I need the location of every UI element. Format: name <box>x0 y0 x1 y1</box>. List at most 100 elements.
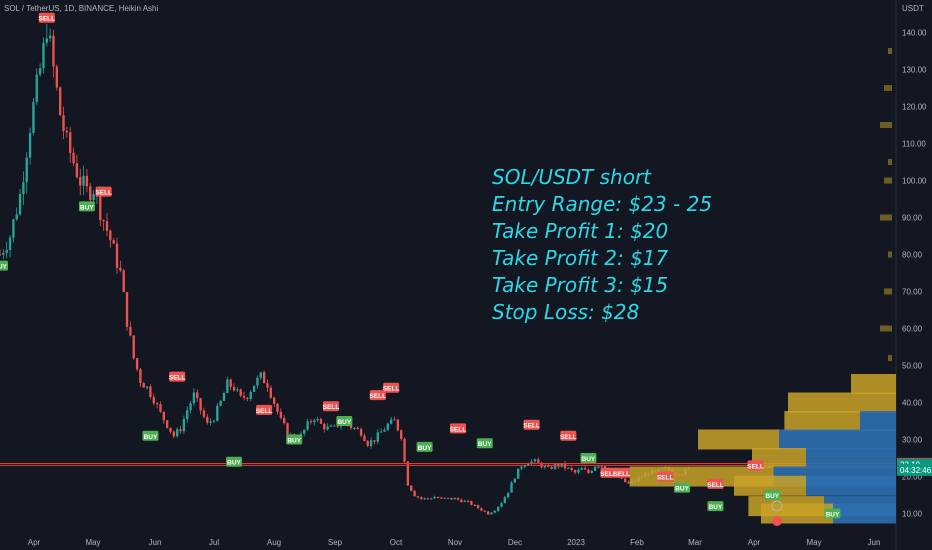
note-line-6: Stop Loss: $28 <box>492 300 640 324</box>
candle-body <box>309 421 313 423</box>
buy-signal <box>476 438 493 449</box>
candle-body <box>547 465 550 467</box>
candle-body <box>510 482 513 493</box>
y-tick-label: 120.00 <box>902 103 927 112</box>
candle-body <box>12 219 15 238</box>
candle-body <box>35 74 38 102</box>
price-label-text: 04:32:46 <box>900 466 932 475</box>
candle-body <box>406 461 410 486</box>
candle-body <box>386 423 389 430</box>
candle-body <box>209 421 212 423</box>
candle-body <box>550 466 553 469</box>
y-tick-label: 140.00 <box>902 29 927 38</box>
volume-profile-sliver <box>880 214 892 221</box>
candle-body <box>383 429 386 432</box>
candle-body <box>316 419 319 421</box>
y-tick-label: 90.00 <box>902 214 923 223</box>
candle-body <box>75 163 79 178</box>
note-line-1: SOL/USDT short <box>492 165 652 189</box>
candle-body <box>373 440 376 442</box>
x-tick-label: Jun <box>868 538 881 547</box>
candle-body <box>456 498 460 500</box>
x-tick-label: 2023 <box>567 538 585 547</box>
volume-profile-gold <box>752 448 806 468</box>
signal-label: BUY <box>709 504 723 511</box>
volume-profile-blue <box>806 448 896 468</box>
candle-body <box>55 66 59 88</box>
volume-profile-gold <box>734 475 806 496</box>
candle-body <box>450 497 453 500</box>
candle-body <box>480 508 483 511</box>
candle-body <box>379 431 383 433</box>
buy-signal <box>416 441 433 452</box>
candle-body <box>202 410 206 417</box>
candle-body <box>92 194 95 201</box>
candle-body <box>109 230 112 241</box>
candle-body <box>79 177 82 186</box>
volume-profile-sliver <box>880 122 892 128</box>
candle-body <box>603 466 607 469</box>
price-label-tag <box>897 463 932 476</box>
candle-body <box>2 252 5 255</box>
y-tick-label: 130.00 <box>902 66 927 75</box>
candle-body <box>176 429 179 437</box>
signal-label: SELL <box>614 471 631 478</box>
candle-body <box>446 497 450 499</box>
candle-body <box>517 468 520 479</box>
volume-profile-sliver <box>884 85 892 91</box>
buy-signal <box>580 453 597 463</box>
sell-signal <box>256 404 273 415</box>
candle-body <box>269 387 272 398</box>
note-line-3: Take Profit 1: $20 <box>492 219 669 243</box>
candle-body <box>196 392 199 399</box>
buy-signal <box>764 490 781 500</box>
x-tick-label: May <box>806 538 821 547</box>
candle-body <box>229 379 232 387</box>
candle-body <box>393 419 396 421</box>
signal-label: BUY <box>765 493 779 500</box>
candle-body <box>272 397 276 404</box>
candle-body <box>105 221 109 231</box>
candle-body <box>85 175 89 187</box>
candle-body <box>496 506 500 512</box>
candle-body <box>313 420 316 423</box>
candle-body <box>389 419 393 424</box>
currency-label: USDT <box>902 4 924 13</box>
candle-body <box>5 249 8 253</box>
candle-body <box>493 511 496 513</box>
volume-profile-blue <box>860 411 896 431</box>
candle-body <box>430 498 433 500</box>
signal-label: BUY <box>337 419 351 426</box>
candle-body <box>52 35 55 67</box>
candle-body <box>306 421 309 430</box>
candle-body <box>135 358 139 370</box>
candle-body <box>303 429 306 434</box>
note-line-5: Take Profit 3: $15 <box>492 273 669 297</box>
y-tick-label: 30.00 <box>902 436 923 445</box>
signal-label: BUY <box>675 486 689 493</box>
candle-body <box>266 383 269 388</box>
y-tick-label: 100.00 <box>902 177 927 186</box>
candle-body <box>139 369 142 384</box>
volume-profile-sliver <box>888 48 892 54</box>
candle-body <box>473 505 476 507</box>
signal-label: BUY <box>144 434 158 441</box>
signal-label: SELL <box>383 386 400 393</box>
candle-body <box>416 496 420 498</box>
candle-body <box>436 496 440 498</box>
signal-label: BUY <box>826 512 840 519</box>
buy-signal <box>78 201 95 212</box>
signal-label: SELL <box>95 190 112 197</box>
sell-signal <box>613 467 630 478</box>
candle-body <box>587 469 590 473</box>
volume-profile-blue <box>833 503 896 524</box>
candle-body <box>600 466 603 468</box>
sell-signal <box>560 430 577 441</box>
candle-body <box>222 392 226 401</box>
y-tick-label: 50.00 <box>902 362 923 371</box>
candle-body <box>520 466 523 469</box>
candle-body <box>242 395 246 398</box>
candle-body <box>440 497 443 499</box>
candle-body <box>573 469 577 473</box>
